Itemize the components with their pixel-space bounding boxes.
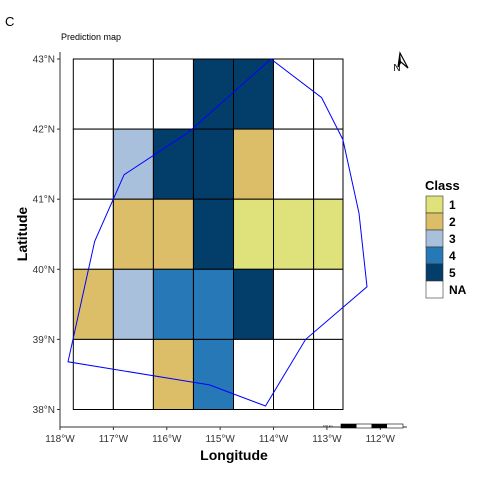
grid-cell-3-1 [112,268,154,340]
x-tick-label: 115°W [205,434,235,445]
legend-swatch [425,280,444,299]
grid-cell-3-3 [193,268,234,340]
north-arrow-label: N [393,63,400,74]
y-tick-label: 43°N [33,55,55,66]
legend-label: 2 [449,215,456,229]
grid-cell-3-2 [152,268,194,340]
map-title: Prediction map [61,32,122,42]
grid-cell-2-2 [152,198,194,270]
grid-cell-2-5 [273,198,314,270]
north-arrow-icon [397,51,409,69]
grid-cell-2-3 [193,198,234,270]
x-axis-title: Longitude [200,447,268,463]
legend-swatch [425,212,444,231]
legend-title: Class [425,178,460,193]
legend-label: 3 [449,232,456,246]
grid-cell-2-1 [112,198,154,270]
legend-swatch [425,195,444,214]
study-area-boundary [67,58,368,407]
grid-cell-3-4 [233,268,274,340]
y-tick-label: 38°N [33,405,55,416]
grid-cell-4-3 [193,338,234,410]
x-tick-label: 113°W [312,434,342,445]
legend-label: 1 [449,198,456,212]
x-tick-label: 116°W [152,434,182,445]
x-axis-ticks: 118°W 117°W 116°W 115°W 114°W 113°W 112°W [45,427,396,445]
x-tick-label: 112°W [366,434,396,445]
legend-items: 1 2 3 4 5 NA [425,195,467,299]
grid-cell-4-5 [273,338,314,410]
scale-bar [340,423,404,429]
x-tick-label: 114°W [259,434,289,445]
grid-cell-0-2 [152,58,194,130]
x-tick-label: 118°W [45,434,75,445]
grid-cell-2-4 [233,198,274,270]
grid-cell-1-3 [193,128,234,200]
grid-cell-3-0 [72,268,114,340]
y-axis-title: Latitude [14,207,30,262]
legend-swatch [425,246,444,265]
grid-cell-0-0 [72,58,114,130]
grid-cell-1-5 [273,128,314,200]
grid-cell-1-2 [152,128,194,200]
grid-cell-0-5 [273,58,314,130]
grid-cell-4-2 [152,338,194,410]
y-tick-label: 40°N [33,265,55,276]
y-axis-ticks: 38°N 39°N 40°N 41°N 42°N 43°N [33,55,60,416]
grid-cell-4-0 [72,338,114,410]
grid-cell-1-0 [72,128,114,200]
y-tick-label: 41°N [33,195,55,206]
grid-cell-4-4 [233,338,274,410]
panel-label: C [5,14,15,29]
legend-swatch [425,229,444,248]
y-tick-label: 42°N [33,125,55,136]
grid-cell-1-1 [112,128,154,200]
grid-cell-0-6 [313,58,344,130]
grid-cell-0-3 [193,58,234,130]
grid-cell-4-6 [313,338,344,410]
y-tick-label: 39°N [33,335,55,346]
legend-label: 4 [449,249,456,263]
legend: Class 1 2 3 4 5 NA [425,178,467,299]
grid-cell-2-6 [313,198,344,270]
grid-cell-2-0 [72,198,114,270]
grid-cell-0-4 [233,58,274,130]
scale-bar-label: 100 km [323,424,333,428]
grid-cell-3-5 [273,268,314,340]
grid-cell-1-4 [233,128,274,200]
legend-label: NA [449,283,467,297]
x-tick-label: 117°W [99,434,129,445]
legend-swatch [425,263,444,282]
legend-label: 5 [449,266,456,280]
grid-cell-1-6 [313,128,344,200]
grid-cell-0-1 [112,58,154,130]
grid-cells [72,58,344,410]
